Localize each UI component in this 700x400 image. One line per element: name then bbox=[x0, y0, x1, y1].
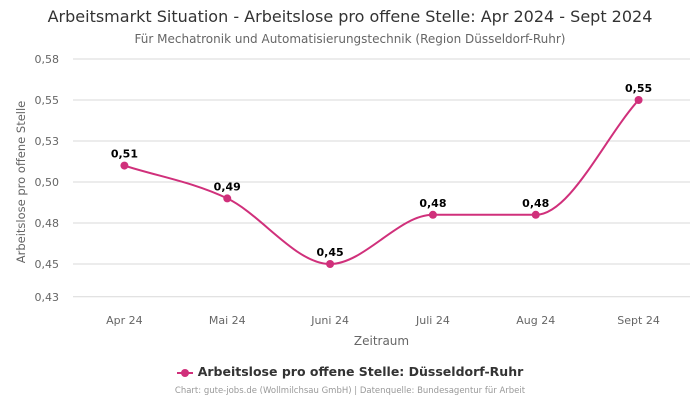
y-tick-label: 0,53 bbox=[35, 135, 60, 148]
x-tick-label: Aug 24 bbox=[516, 314, 555, 327]
x-tick-label: Juni 24 bbox=[310, 314, 349, 327]
x-tick-label: Mai 24 bbox=[209, 314, 246, 327]
data-point bbox=[223, 194, 232, 203]
y-tick-label: 0,55 bbox=[35, 94, 60, 107]
data-point bbox=[531, 210, 540, 219]
y-tick-label: 0,50 bbox=[35, 176, 60, 189]
y-axis-label: Arbeitslose pro offene Stelle bbox=[14, 101, 28, 264]
x-tick-label: Juli 24 bbox=[415, 314, 450, 327]
chart-title: Arbeitsmarkt Situation - Arbeitslose pro… bbox=[47, 7, 653, 26]
chart-subtitle: Für Mechatronik und Automatisierungstech… bbox=[134, 32, 566, 46]
data-point bbox=[428, 210, 437, 219]
legend-dot bbox=[180, 368, 189, 377]
legend-label: Arbeitslose pro offene Stelle: Düsseldor… bbox=[197, 364, 524, 379]
x-axis-ticks: Apr 24 Mai 24 Juni 24 Juli 24 Aug 24 Sept 24 bbox=[106, 314, 660, 327]
data-label: 0,48 bbox=[419, 197, 446, 210]
legend-marker bbox=[176, 368, 193, 378]
grid-lines bbox=[73, 58, 690, 298]
x-tick-label: Apr 24 bbox=[106, 314, 143, 327]
data-label: 0,48 bbox=[522, 197, 549, 210]
series-group: 0,51 0,49 0,45 0,48 0,48 0,55 bbox=[111, 82, 652, 268]
y-tick-label: 0,45 bbox=[35, 258, 60, 271]
x-tick-label: Sept 24 bbox=[617, 314, 660, 327]
data-label: 0,51 bbox=[111, 148, 138, 161]
data-point bbox=[634, 96, 643, 104]
data-point bbox=[326, 260, 335, 268]
data-label: 0,49 bbox=[214, 180, 241, 193]
y-tick-label: 0,48 bbox=[35, 217, 60, 230]
x-axis-label: Zeitraum bbox=[354, 334, 409, 348]
legend[interactable]: Arbeitslose pro offene Stelle: Düsseldor… bbox=[0, 364, 700, 379]
data-label: 0,55 bbox=[625, 82, 652, 95]
chart-credits: Chart: gute-jobs.de (Wollmilchsau GmbH) … bbox=[174, 386, 526, 396]
data-point bbox=[120, 161, 129, 170]
y-axis-ticks: 0,43 0,45 0,48 0,50 0,53 0,55 0,58 bbox=[35, 53, 60, 304]
y-tick-label: 0,43 bbox=[35, 291, 60, 304]
data-label: 0,45 bbox=[317, 246, 344, 259]
y-tick-label: 0,58 bbox=[35, 53, 60, 66]
